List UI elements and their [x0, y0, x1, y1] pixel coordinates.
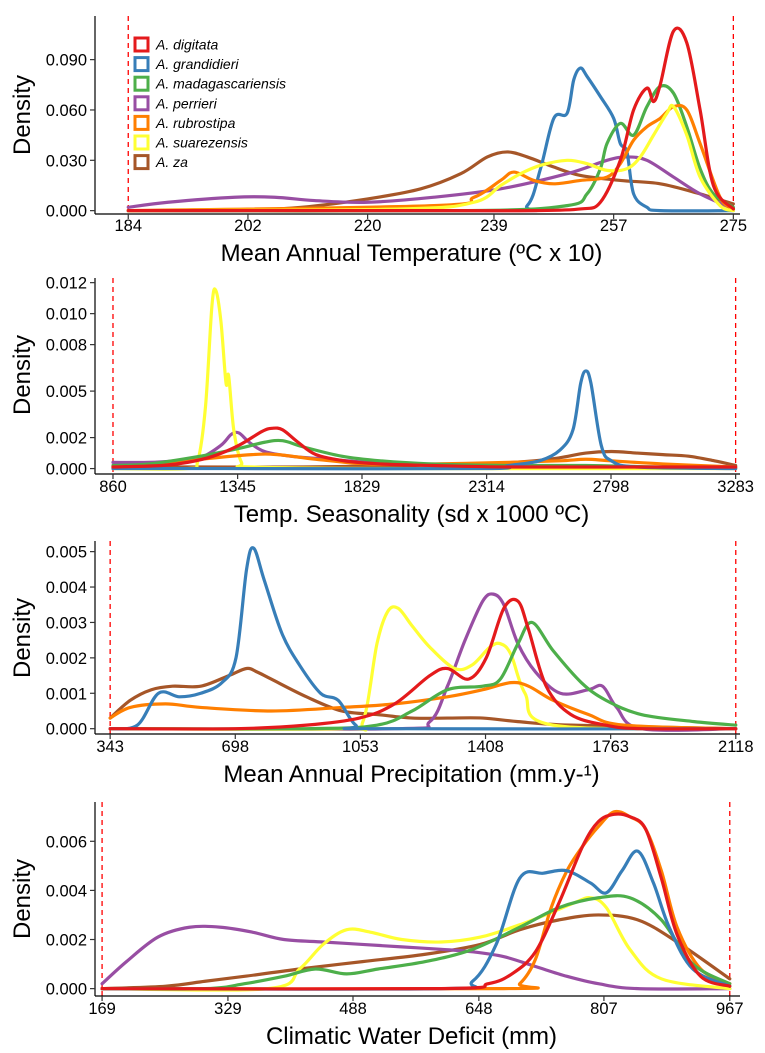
x-tick-label: 220	[354, 217, 382, 235]
x-tick-label: 329	[214, 1000, 242, 1018]
y-tick-label: 0.012	[46, 275, 87, 293]
x-tick-label: 2118	[718, 738, 753, 756]
density-curve	[108, 680, 738, 731]
x-tick-label: 488	[339, 1000, 367, 1018]
y-tick-label: 0.000	[46, 981, 87, 999]
legend-swatch	[133, 36, 150, 53]
density-panel-2: 0.000 0.002 0.005 0.008 0.010 0.012 860 1345 182…	[9, 275, 754, 528]
x-tick-label: 239	[480, 217, 508, 235]
density-curve	[100, 924, 732, 991]
x-tick-label: 257	[600, 217, 628, 235]
x-tick-label: 275	[720, 217, 748, 235]
y-tick-label: 0.060	[46, 102, 87, 120]
legend: A. digitata A. grandidieri A. madagascarie…	[133, 36, 286, 171]
x-axis-title: Temp. Seasonality (sd x 1000 ºC)	[234, 501, 590, 528]
y-tick-label: 0.000	[46, 721, 87, 739]
y-tick-label: 0.090	[46, 52, 87, 70]
density-curve	[108, 605, 738, 732]
legend-swatch	[133, 154, 150, 171]
density-curve	[111, 426, 738, 469]
density-curve	[126, 155, 735, 211]
density-curve	[108, 597, 738, 731]
x-tick-label: 343	[96, 738, 124, 756]
x-tick-label: 1763	[592, 738, 629, 756]
density-panel-1: 0.000 0.030 0.060 0.090 184 202 220 239 257 275 Me…	[9, 16, 747, 267]
x-tick-label: 860	[99, 478, 127, 496]
y-tick-label: 0.005	[46, 383, 87, 401]
y-tick-label: 0.002	[46, 430, 87, 448]
x-tick-label: 202	[234, 217, 262, 235]
y-tick-label: 0.002	[46, 650, 87, 668]
legend-label: A. rubrostipa	[155, 115, 236, 131]
x-axis-title: Mean Annual Temperature (ºC x 10)	[221, 240, 603, 267]
density-curve	[126, 103, 735, 213]
x-tick-label: 648	[465, 1000, 493, 1018]
legend-label: A. za	[155, 154, 188, 170]
legend-label: A. madagascariensis	[155, 76, 286, 92]
y-axis-title: Density	[9, 75, 36, 155]
legend-label: A. digitata	[155, 37, 218, 53]
density-curve	[111, 287, 738, 471]
x-tick-label: 2798	[593, 478, 630, 496]
density-panel-3: 0.000 0.001 0.002 0.003 0.004 0.005 343 698 1053…	[9, 541, 754, 788]
legend-swatch	[133, 95, 150, 112]
x-tick-label: 967	[716, 1000, 744, 1018]
legend-label: A. suarezensis	[155, 135, 248, 151]
y-axis-title: Density	[9, 598, 36, 678]
x-tick-label: 169	[88, 1000, 116, 1018]
y-tick-label: 0.030	[46, 152, 87, 170]
x-tick-label: 698	[222, 738, 250, 756]
legend-label: A. perrieri	[155, 95, 218, 111]
y-axis-title: Density	[9, 335, 36, 415]
density-curve	[111, 369, 738, 471]
x-tick-label: 1829	[344, 478, 381, 496]
density-curve	[100, 896, 732, 992]
y-tick-label: 0.010	[46, 306, 87, 324]
y-tick-label: 0.008	[46, 337, 87, 355]
density-curve	[100, 894, 732, 991]
x-tick-label: 1408	[467, 738, 504, 756]
density-curve	[126, 150, 735, 213]
y-tick-label: 0.006	[46, 833, 87, 851]
density-curve	[100, 812, 732, 991]
y-tick-label: 0.004	[46, 882, 87, 900]
density-curve	[126, 26, 735, 213]
legend-swatch	[133, 134, 150, 151]
y-tick-label: 0.003	[46, 614, 87, 632]
legend-swatch	[133, 75, 150, 92]
y-tick-label: 0.005	[46, 544, 87, 562]
density-curve	[108, 546, 738, 731]
y-tick-label: 0.004	[46, 579, 87, 597]
y-axis-title: Density	[9, 859, 36, 939]
y-tick-label: 0.000	[46, 461, 87, 479]
density-curve	[108, 620, 738, 731]
x-tick-label: 807	[590, 1000, 618, 1018]
legend-swatch	[133, 56, 150, 73]
x-tick-label: 1053	[342, 738, 379, 756]
x-axis-title: Climatic Water Deficit (mm)	[266, 1023, 557, 1050]
density-curve	[126, 103, 735, 213]
y-tick-label: 0.001	[46, 685, 87, 703]
density-curve	[108, 666, 738, 731]
x-tick-label: 3283	[717, 478, 754, 496]
x-axis-title: Mean Annual Precipitation (mm.y-¹)	[223, 761, 599, 788]
legend-label: A. grandidieri	[155, 56, 239, 72]
y-tick-label: 0.000	[46, 203, 87, 221]
density-panel-4: 0.000 0.002 0.004 0.006 169 329 488 648 807 967 Cl…	[9, 802, 744, 1050]
x-tick-label: 2314	[468, 478, 505, 496]
density-curve	[108, 592, 738, 732]
x-tick-label: 1345	[219, 478, 256, 496]
legend-swatch	[133, 114, 150, 131]
x-tick-label: 184	[114, 217, 142, 235]
y-tick-label: 0.002	[46, 932, 87, 950]
